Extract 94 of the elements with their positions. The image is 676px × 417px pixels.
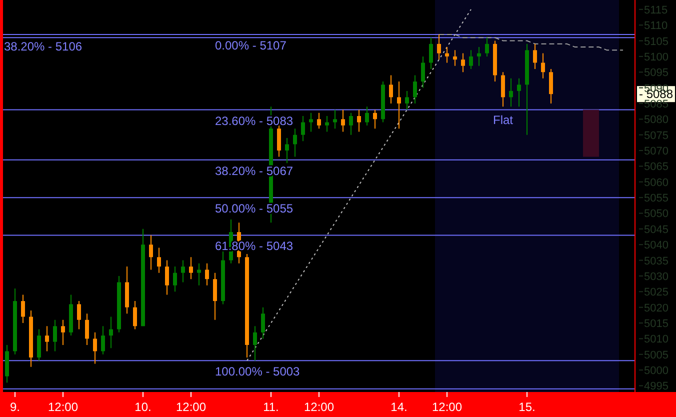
y-tick-label: 5035	[644, 255, 668, 268]
candlestick	[317, 112, 321, 130]
candlestick	[501, 72, 505, 108]
candlestick	[533, 43, 537, 70]
y-tick-label: 5110	[644, 20, 668, 32]
candlestick	[325, 116, 329, 132]
candlestick	[301, 116, 305, 142]
candlestick	[173, 266, 177, 292]
line-series	[438, 34, 624, 51]
x-tick-label: 12:00	[304, 400, 334, 414]
candlestick	[93, 332, 97, 364]
candlestick	[285, 137, 289, 164]
candlestick	[157, 247, 161, 274]
x-tick-label: 14.	[390, 400, 408, 414]
y-tick-label: 5020	[644, 302, 668, 314]
candlestick	[349, 112, 353, 136]
candlestick	[509, 78, 513, 108]
annotation: 0.00% - 5107	[215, 38, 287, 52]
y-tick-label: 5005	[644, 349, 668, 362]
candlestick	[413, 74, 417, 104]
annotation: 38.20% - 5106	[4, 40, 82, 54]
candlestick	[405, 90, 409, 110]
annotation: 38.20% - 5067	[215, 164, 294, 178]
y-tick-label: 5000	[644, 365, 668, 378]
candlestick	[109, 316, 113, 349]
candlestick	[53, 319, 57, 352]
candlestick	[437, 34, 441, 60]
candlestick	[373, 109, 377, 130]
y-tick-label: 5115	[644, 4, 668, 16]
candlestick	[37, 328, 41, 362]
candlestick	[45, 326, 49, 352]
y-tick-label: 5050	[644, 208, 668, 220]
x-tick-label: 11.	[263, 400, 279, 414]
y-tick-label: 5040	[644, 240, 668, 252]
y-tick-label: 5095	[644, 67, 668, 80]
candlestick	[549, 68, 553, 104]
candlestick	[213, 272, 217, 320]
y-tick-label: 5085	[644, 98, 668, 110]
candlestick	[453, 50, 457, 66]
x-tick-label: 9.	[10, 400, 20, 414]
candlestick	[333, 109, 337, 130]
candlestick	[517, 78, 521, 108]
candlestick	[429, 37, 433, 70]
x-tick-label: 12:00	[48, 400, 78, 414]
y-tick-label: 5075	[644, 130, 668, 142]
annotation: Flat	[492, 112, 514, 127]
candlestick	[205, 262, 209, 286]
candlestick	[389, 74, 393, 104]
candlestick	[101, 326, 105, 355]
candlestick	[421, 56, 425, 88]
candlestick	[253, 326, 257, 362]
y-tick-label: 5105	[644, 36, 668, 48]
candlestick	[341, 109, 345, 132]
y-tick-label: 5025	[644, 286, 668, 299]
y-tick-label: 5070	[644, 146, 668, 158]
candlestick	[293, 128, 297, 158]
y-tick-label: 5065	[644, 161, 668, 174]
candlestick	[485, 37, 489, 57]
candlestick	[85, 313, 89, 346]
candlestick	[189, 256, 193, 280]
candlestick	[261, 306, 265, 340]
annotation: 23.60% - 5083	[215, 114, 294, 128]
candlestick	[397, 81, 401, 130]
candlestick	[61, 319, 65, 346]
x-tick-label: 10.	[134, 400, 152, 414]
candlestick	[469, 50, 473, 70]
y-tick-label: 5045	[644, 224, 668, 236]
y-tick-label: 5030	[644, 270, 668, 283]
y-tick-label: 4995	[644, 380, 668, 393]
candlestick	[309, 112, 313, 132]
annotation: 50.00% - 5055	[215, 202, 294, 216]
y-tick-label: 5060	[644, 176, 668, 189]
candlestick	[541, 52, 545, 79]
x-tick-label: 12:00	[432, 400, 462, 414]
y-tick-label: 5100	[644, 51, 668, 64]
candlestick	[181, 260, 185, 283]
candlestick	[133, 300, 137, 330]
candlestick	[21, 294, 25, 324]
y-tick-label: 5055	[644, 192, 668, 205]
candlestick	[197, 262, 201, 286]
candlestick	[445, 46, 449, 64]
y-tick-label: 5010	[644, 334, 668, 346]
candlestick	[461, 52, 465, 73]
candlestick	[365, 106, 369, 126]
annotation: 100.00% - 5003	[215, 364, 300, 379]
candlestick	[165, 260, 169, 296]
candlestick	[357, 109, 361, 132]
y-tick-label: 5015	[644, 318, 668, 330]
x-tick-label: 15.	[518, 400, 536, 414]
y-tick-label: 5080	[644, 114, 668, 126]
x-tick-label: 12:00	[176, 400, 206, 414]
candlestick	[477, 46, 481, 66]
candlestick	[77, 300, 81, 330]
candlestick	[149, 234, 153, 270]
